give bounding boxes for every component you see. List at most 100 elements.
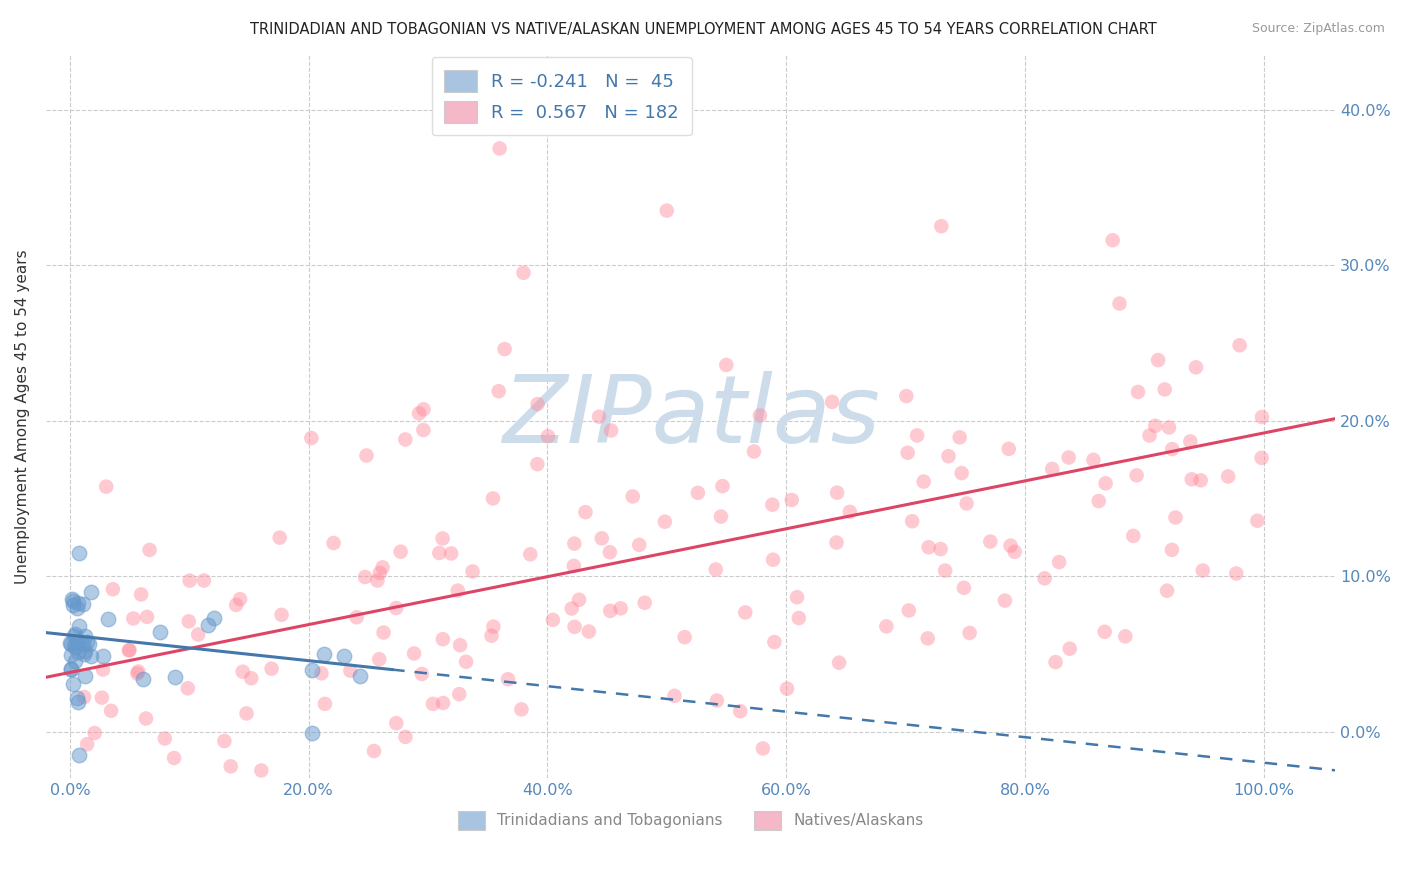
Point — [63, 654, 86, 668]
Point — [1122, 529, 1144, 543]
Point — [482, 620, 505, 634]
Point — [1126, 384, 1149, 399]
Point — [62, 599, 84, 613]
Point — [994, 593, 1017, 607]
Point — [440, 546, 463, 560]
Point — [136, 610, 159, 624]
Point — [1156, 583, 1178, 598]
Point — [67, 596, 90, 610]
Point — [368, 566, 391, 580]
Point — [80, 648, 103, 663]
Point — [59, 637, 82, 651]
Point — [80, 584, 103, 599]
Point — [229, 592, 252, 607]
Point — [897, 603, 920, 617]
Point — [621, 490, 644, 504]
Point — [561, 601, 583, 615]
Point — [127, 666, 149, 681]
Point — [411, 667, 433, 681]
Point — [825, 485, 848, 500]
Point — [202, 611, 225, 625]
Point — [512, 266, 534, 280]
Point — [250, 764, 273, 778]
Legend: Trinidadians and Tobagonians, Natives/Alaskans: Trinidadians and Tobagonians, Natives/Al… — [451, 805, 929, 836]
Point — [135, 711, 157, 725]
Point — [654, 515, 676, 529]
Point — [591, 532, 613, 546]
Point — [562, 536, 585, 550]
Point — [66, 691, 89, 706]
Point — [526, 397, 548, 411]
Point — [1108, 296, 1130, 310]
Point — [354, 570, 377, 584]
Point — [1047, 555, 1070, 569]
Point — [73, 690, 96, 704]
Point — [711, 479, 734, 493]
Point — [574, 505, 596, 519]
Point — [1180, 434, 1202, 449]
Point — [461, 565, 484, 579]
Point — [955, 496, 977, 510]
Point — [385, 716, 408, 731]
Point — [1225, 566, 1247, 581]
Point — [363, 744, 385, 758]
Point — [664, 689, 686, 703]
Point — [950, 466, 973, 480]
Point — [634, 596, 657, 610]
Point — [541, 613, 564, 627]
Point — [749, 409, 772, 423]
Point — [1191, 564, 1213, 578]
Point — [127, 665, 149, 679]
Point — [72, 637, 94, 651]
Point — [394, 433, 416, 447]
Point — [65, 640, 87, 655]
Point — [1139, 428, 1161, 442]
Point — [59, 636, 82, 650]
Point — [686, 486, 709, 500]
Point — [371, 560, 394, 574]
Point — [385, 601, 408, 615]
Point — [934, 564, 956, 578]
Point — [67, 546, 90, 560]
Point — [1164, 510, 1187, 524]
Point — [1004, 545, 1026, 559]
Point — [752, 741, 775, 756]
Point — [59, 661, 82, 675]
Point — [301, 726, 323, 740]
Point — [1147, 353, 1170, 368]
Point — [412, 423, 434, 437]
Point — [77, 637, 100, 651]
Point — [322, 536, 344, 550]
Point — [75, 629, 97, 643]
Point — [763, 635, 786, 649]
Point — [875, 619, 897, 633]
Point — [929, 542, 952, 557]
Point — [165, 670, 187, 684]
Point — [1059, 641, 1081, 656]
Point — [1094, 624, 1116, 639]
Point — [432, 696, 454, 710]
Point — [60, 592, 83, 607]
Point — [432, 532, 454, 546]
Point — [100, 704, 122, 718]
Point — [132, 672, 155, 686]
Point — [67, 619, 90, 633]
Point — [706, 693, 728, 707]
Point — [828, 656, 851, 670]
Point — [187, 627, 209, 641]
Point — [214, 734, 236, 748]
Point — [91, 663, 114, 677]
Point — [953, 581, 976, 595]
Point — [129, 587, 152, 601]
Point — [564, 620, 586, 634]
Point — [1229, 338, 1251, 352]
Text: Source: ZipAtlas.com: Source: ZipAtlas.com — [1251, 22, 1385, 36]
Point — [959, 626, 981, 640]
Point — [260, 662, 283, 676]
Point — [422, 697, 444, 711]
Point — [75, 669, 97, 683]
Point — [776, 681, 799, 696]
Point — [929, 219, 952, 234]
Point — [609, 601, 631, 615]
Point — [269, 531, 291, 545]
